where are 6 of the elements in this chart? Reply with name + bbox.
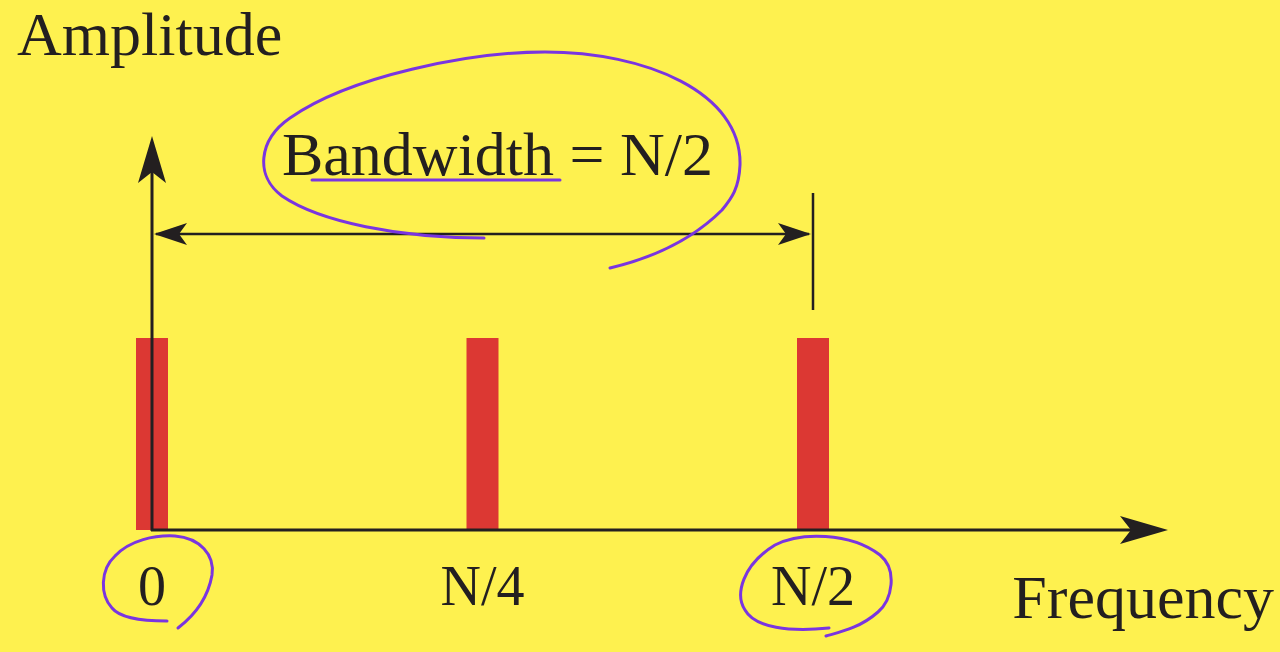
text: Bandwidth = N/2 <box>282 120 714 188</box>
x-axis-title: Frequency <box>1012 563 1274 631</box>
y-axis-title: Amplitude <box>17 0 283 68</box>
x-tick-label: 0 <box>138 555 166 617</box>
x-tick-label: N/4 <box>440 555 525 617</box>
x-tick-label: N/2 <box>771 555 855 617</box>
